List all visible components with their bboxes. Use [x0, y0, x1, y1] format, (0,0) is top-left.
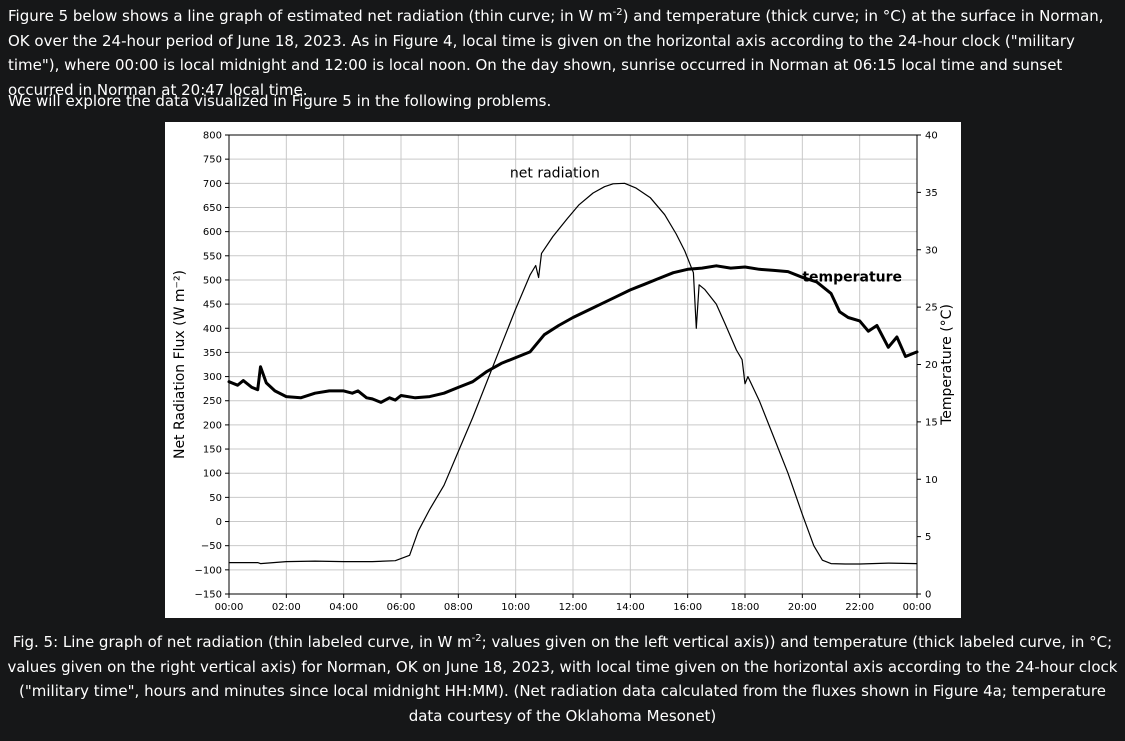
left-tick-label-9: 300	[203, 372, 222, 383]
left-tick-label-12: 450	[203, 300, 222, 311]
x-tick-label-5: 10:00	[501, 602, 530, 613]
left-tick-label-3: 0	[216, 517, 222, 528]
left-tick-label-14: 550	[203, 251, 222, 262]
left-tick-label-8: 250	[203, 396, 222, 407]
intro-paragraph-2: We will explore the data visualized in F…	[8, 92, 552, 110]
series-line-temperature	[227, 264, 919, 404]
x-tick-label-9: 18:00	[731, 602, 760, 613]
left-tick-label-13: 500	[203, 275, 222, 286]
right-tick-label-3: 15	[925, 417, 938, 428]
x-tick-label-8: 16:00	[673, 602, 702, 613]
right-tick-label-1: 5	[925, 532, 931, 543]
figure-caption: Fig. 5: Line graph of net radiation (thi…	[0, 630, 1125, 728]
left-tick-label-10: 350	[203, 348, 222, 359]
left-tick-label-2: −50	[201, 541, 222, 552]
x-axis-ticks: 00:00 02:00 04:00 06:00 08:00 10:00 12:00 14:00…	[215, 594, 932, 613]
right-axis-label: Temperature (°C)	[939, 304, 955, 426]
left-axis-ticks: −150 −100 −50 0 50 100 150 200 250 300 350 400 450 50…	[195, 131, 229, 601]
intro-paragraph: Figure 5 below shows a line graph of est…	[8, 4, 1118, 102]
left-tick-label-1: −100	[195, 565, 222, 576]
intro-superscript: -2	[612, 7, 623, 18]
x-tick-label-12: 00:00	[903, 602, 932, 613]
left-tick-label-6: 150	[203, 445, 222, 456]
intro-text-a: Figure 5 below shows a line graph of est…	[8, 7, 613, 25]
x-tick-label-10: 20:00	[788, 602, 817, 613]
x-tick-label-1: 02:00	[272, 602, 301, 613]
x-tick-label-7: 14:00	[616, 602, 645, 613]
x-tick-label-3: 06:00	[387, 602, 416, 613]
left-tick-label-18: 750	[203, 155, 222, 166]
left-tick-label-5: 100	[203, 469, 222, 480]
right-tick-label-4: 20	[925, 360, 938, 371]
caption-superscript: -2	[471, 633, 482, 644]
caption-text-b: ; values given on the left vertical axis…	[7, 633, 1118, 725]
right-tick-label-2: 10	[925, 475, 938, 486]
line-chart: 00:00 02:00 04:00 06:00 08:00 10:00 12:00 14:00…	[172, 131, 955, 614]
right-tick-label-6: 30	[925, 245, 938, 256]
left-tick-label-0: −150	[195, 590, 222, 601]
figure-5: 00:00 02:00 04:00 06:00 08:00 10:00 12:00 14:00…	[165, 122, 961, 618]
series-line-net-radiation	[228, 182, 918, 565]
intro-text-b: ) and temperature (thick curve; in °C) a…	[8, 7, 1104, 99]
left-tick-label-11: 400	[203, 324, 222, 335]
x-tick-label-0: 00:00	[215, 602, 244, 613]
caption-text-a: Fig. 5: Line graph of net radiation (thi…	[12, 633, 472, 651]
right-tick-label-7: 35	[925, 188, 938, 199]
chart-annotations: net radiation temperature	[510, 166, 902, 286]
left-tick-label-17: 700	[203, 179, 222, 190]
left-tick-label-19: 800	[203, 131, 222, 142]
left-axis-label: Net Radiation Flux (W m⁻²)	[172, 270, 188, 459]
series-lines	[227, 182, 919, 565]
x-tick-label-6: 12:00	[559, 602, 588, 613]
right-axis-ticks: 0 5 10 15 20 25 30 35 40	[917, 131, 938, 601]
chart-grid	[228, 134, 918, 595]
right-tick-label-5: 25	[925, 303, 938, 314]
left-tick-label-15: 600	[203, 227, 222, 238]
x-tick-label-4: 08:00	[444, 602, 473, 613]
x-tick-label-11: 22:00	[845, 602, 874, 613]
left-tick-label-16: 650	[203, 203, 222, 214]
right-tick-label-8: 40	[925, 131, 938, 142]
left-tick-label-4: 50	[209, 493, 222, 504]
right-tick-label-0: 0	[925, 590, 931, 601]
annotation-temperature: temperature	[802, 269, 902, 285]
left-tick-label-7: 200	[203, 420, 222, 431]
annotation-net-radiation: net radiation	[510, 166, 600, 182]
x-tick-label-2: 04:00	[329, 602, 358, 613]
